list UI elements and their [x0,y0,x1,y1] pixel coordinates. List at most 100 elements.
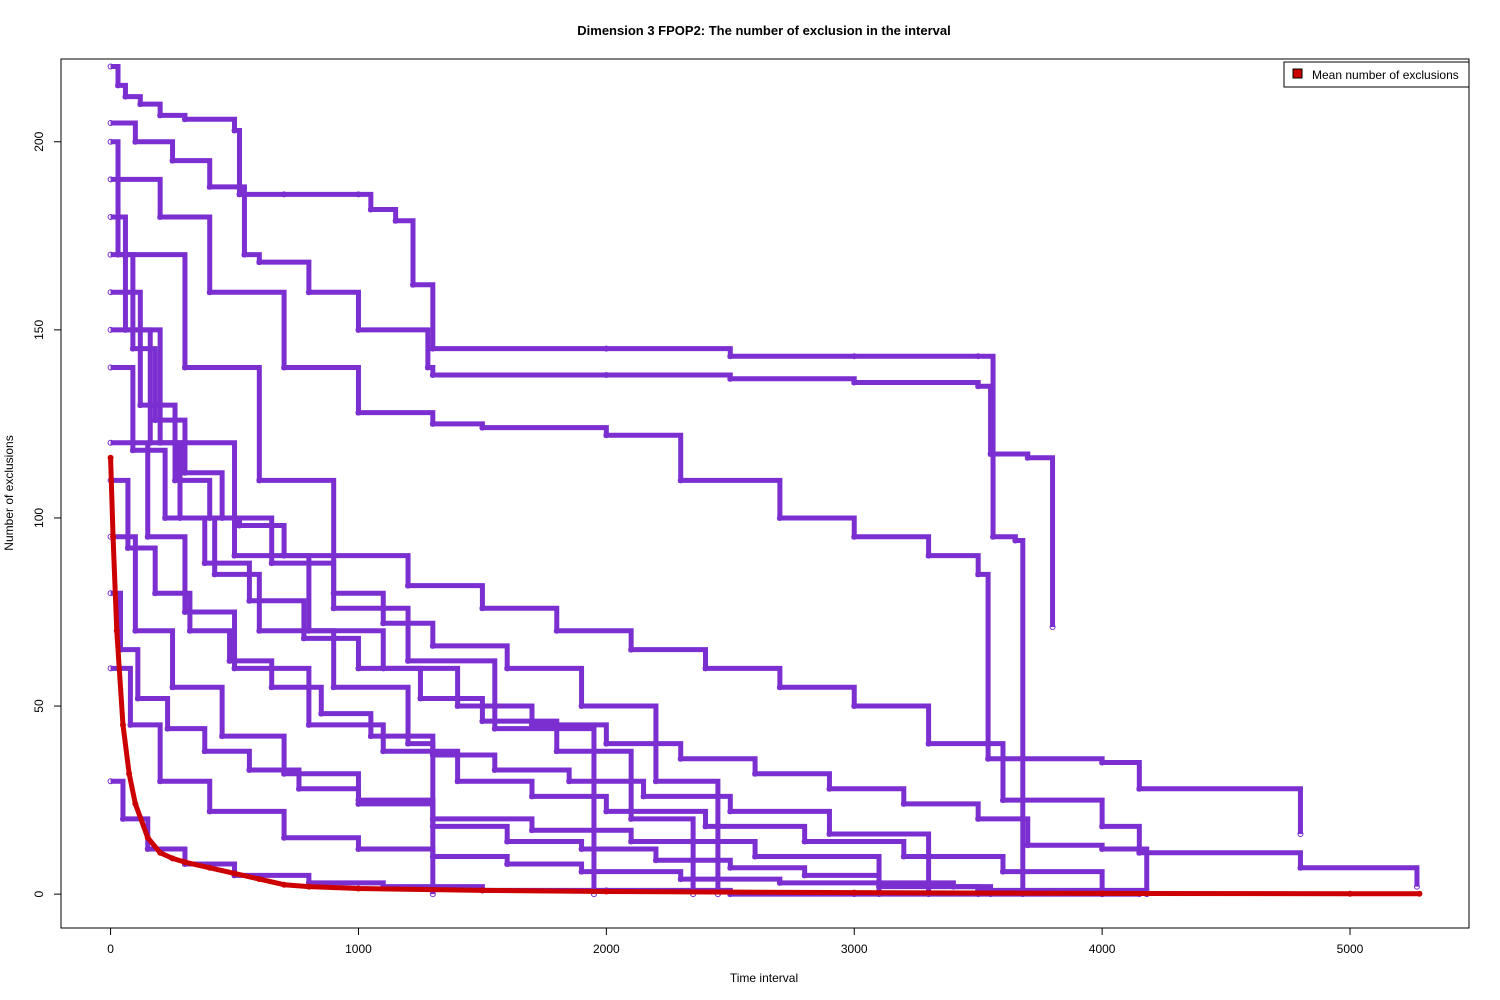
mean-point [132,800,139,807]
run-point [107,214,114,220]
run-point [776,879,783,886]
run-point [405,657,412,664]
run-point [231,127,238,134]
run-point [268,560,275,567]
run-point [1012,537,1019,544]
run-point [241,251,248,258]
mean-point [113,627,120,634]
run-point [528,827,535,834]
run-point [231,552,238,559]
mean-layer [107,454,1423,897]
run-point [628,838,635,845]
run-point [380,748,387,755]
mean-point [126,770,133,777]
run-point [491,725,498,732]
run-point [147,439,154,446]
run-point [206,183,213,190]
run-point [181,116,188,123]
run-point [566,778,573,785]
run-point [107,778,114,785]
run-point [132,138,139,145]
run-point [1099,759,1106,766]
run-series-line [110,364,696,895]
run-point [504,861,511,868]
run-point [578,846,585,852]
run-point [231,665,238,672]
run-point [367,733,374,740]
legend-swatch-mean [1292,68,1303,79]
run-point [236,522,243,529]
y-tick-label: 0 [32,890,46,897]
run-point [157,214,164,220]
run-point [677,755,684,762]
mean-point [479,887,486,894]
run-point [134,695,141,702]
run-point [975,353,982,360]
run-point [1049,624,1056,631]
run-point [677,477,684,484]
run-point [1024,454,1031,461]
run-point [256,259,263,266]
run-point [119,815,126,822]
mean-point [231,870,238,877]
run-point [355,665,362,672]
run-point [144,533,151,540]
run-point [206,289,213,296]
legend: Mean number of exclusions [1283,61,1470,88]
run-point [355,846,362,852]
run-point [107,119,114,126]
run-point [851,353,858,360]
run-series [107,251,1420,890]
y-tick-label: 150 [32,320,46,340]
run-point [169,684,176,691]
run-point [999,868,1006,875]
run-point [246,597,253,604]
run-point [219,733,226,740]
run-point [162,514,169,521]
run-point [318,710,325,717]
x-tick-label: 1000 [345,942,372,956]
y-axis-label: Number of exclusions [2,435,16,550]
run-point [454,778,461,785]
x-tick-label: 0 [107,942,114,956]
run-point [628,646,635,653]
run-point [107,251,114,258]
run-point [281,552,288,559]
run-point [355,191,362,198]
run-point [479,605,486,612]
run-series [107,63,1026,898]
run-point [900,853,907,860]
run-point [410,281,416,288]
run-point [172,477,179,484]
run-point [640,793,647,800]
run-point [132,627,139,634]
run-point [281,834,288,841]
run-point [305,721,312,728]
run-series-line [110,440,1105,895]
run-point [355,409,362,416]
run-point [603,372,610,378]
run-point [169,157,176,164]
run-point [380,620,387,627]
run-point [776,514,783,521]
run-point [129,447,136,454]
mean-point [603,888,610,895]
run-point [181,364,188,371]
run-point [801,872,808,879]
run-point [219,514,226,521]
run-point [504,665,511,672]
run-point [305,289,312,296]
x-tick-label: 4000 [1089,942,1116,956]
run-point [300,635,307,642]
legend-label-mean: Mean number of exclusions [1312,68,1459,82]
run-point [268,684,275,691]
mean-point [157,849,164,856]
run-point [157,112,164,119]
run-point [429,372,436,378]
run-point [157,778,164,785]
run-point [115,82,122,89]
run-point [702,665,709,672]
run-point [801,838,808,845]
run-point [1297,864,1304,871]
